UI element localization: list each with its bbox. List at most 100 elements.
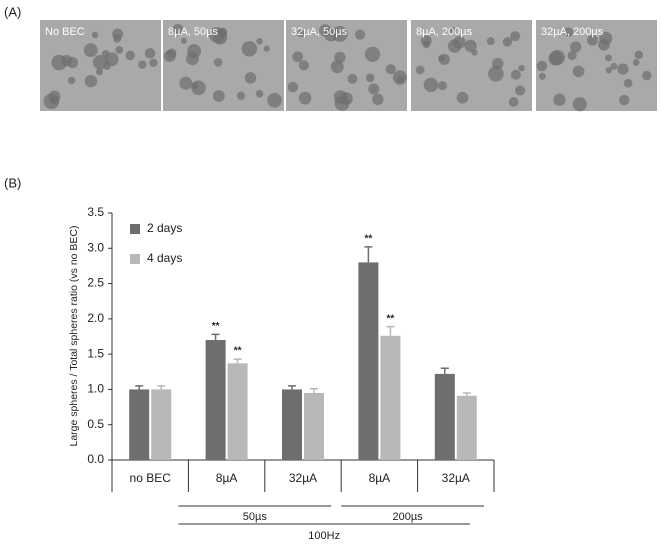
- sphere: [149, 58, 158, 67]
- bar: [456, 395, 477, 460]
- sphere: [415, 65, 425, 75]
- panel-label: (A): [4, 4, 21, 19]
- sphere: [598, 38, 610, 51]
- bar: [282, 389, 302, 460]
- legend-label: 2 days: [147, 221, 182, 235]
- error-bar: [462, 392, 471, 396]
- sphere: [187, 44, 202, 59]
- sphere: [191, 80, 206, 96]
- legend-swatch: [130, 224, 140, 234]
- x-tick-label: 8µA: [216, 471, 238, 485]
- sphere: [83, 43, 98, 58]
- sphere: [364, 46, 381, 62]
- error-bar: [440, 367, 449, 374]
- y-tick-label: 0.5: [87, 417, 104, 431]
- sphere: [617, 63, 629, 75]
- sphere: [104, 52, 119, 67]
- sphere: [163, 50, 176, 62]
- sphere: [172, 23, 184, 36]
- sphere: [486, 37, 495, 46]
- error-bar: [211, 333, 220, 341]
- sphere: [572, 65, 585, 78]
- bar: [380, 335, 401, 460]
- sphere: [95, 68, 104, 76]
- sphere: [255, 90, 264, 98]
- sphere: [292, 51, 303, 63]
- error-bar: [233, 358, 242, 364]
- error-bar: [288, 385, 296, 390]
- y-tick-label: 1.5: [87, 346, 104, 360]
- y-tick-label: 0.0: [87, 452, 104, 466]
- error-bar: [135, 385, 144, 390]
- sphere: [502, 37, 513, 47]
- sphere: [372, 93, 384, 106]
- sphere: [634, 50, 644, 60]
- sphere: [587, 34, 598, 46]
- image-label: No BEC: [45, 26, 85, 38]
- sphere: [84, 74, 98, 88]
- error-bar: [364, 246, 373, 263]
- sphere: [113, 34, 122, 43]
- sphere: [385, 64, 396, 75]
- sphere: [632, 58, 640, 66]
- sphere: [67, 76, 76, 85]
- group-label: 50µs: [243, 511, 268, 523]
- bar: [358, 262, 379, 460]
- error-bar: [157, 385, 166, 390]
- panel-label: (B): [4, 175, 21, 190]
- outer-group-label: 100Hz: [308, 530, 340, 542]
- sphere: [368, 83, 380, 95]
- sphere: [572, 97, 587, 112]
- sphere: [287, 81, 299, 93]
- sphere: [212, 90, 225, 102]
- bar: [151, 389, 172, 460]
- sphere: [333, 90, 348, 104]
- sphere: [180, 37, 187, 44]
- sphere: [92, 55, 108, 70]
- sphere: [642, 70, 652, 81]
- sphere: [138, 60, 147, 69]
- sphere: [298, 91, 312, 105]
- bar: [205, 340, 226, 460]
- sphere: [518, 64, 525, 72]
- significance-marker: **: [365, 234, 373, 245]
- sphere: [217, 28, 228, 38]
- sphere: [263, 45, 270, 52]
- sphere: [447, 39, 462, 53]
- sphere: [50, 96, 59, 105]
- sphere: [332, 26, 348, 42]
- sphere: [354, 29, 366, 40]
- sphere: [538, 72, 546, 80]
- bar: [129, 389, 150, 460]
- sphere: [319, 24, 332, 37]
- bar: [304, 392, 324, 460]
- error-bar: [386, 325, 395, 336]
- y-axis-title: Large spheres / Total spheres ratio (vs …: [68, 226, 80, 447]
- sphere: [605, 54, 612, 62]
- image-label: 8µA, 50µs: [168, 26, 218, 38]
- legend-label: 4 days: [147, 251, 182, 265]
- sphere: [297, 29, 305, 38]
- sphere: [298, 60, 309, 71]
- image-label: 8µA, 200µs: [416, 26, 473, 38]
- sphere: [267, 92, 282, 108]
- bar: [434, 373, 455, 460]
- y-tick-label: 3.0: [87, 240, 104, 254]
- sphere: [241, 41, 258, 57]
- x-tick-label: 32µA: [442, 471, 470, 485]
- legend-swatch: [130, 254, 140, 264]
- sphere: [567, 50, 577, 61]
- sphere: [330, 60, 344, 74]
- image-label: 32µA, 50µs: [291, 26, 348, 38]
- y-tick-label: 2.5: [87, 276, 104, 290]
- sphere: [437, 81, 447, 91]
- x-tick-label: no BEC: [130, 471, 172, 485]
- sphere: [144, 48, 156, 59]
- sphere: [256, 37, 263, 45]
- significance-marker: **: [212, 321, 220, 332]
- sphere: [438, 55, 445, 62]
- sphere: [347, 73, 358, 84]
- sphere: [244, 72, 257, 84]
- sphere: [605, 66, 613, 74]
